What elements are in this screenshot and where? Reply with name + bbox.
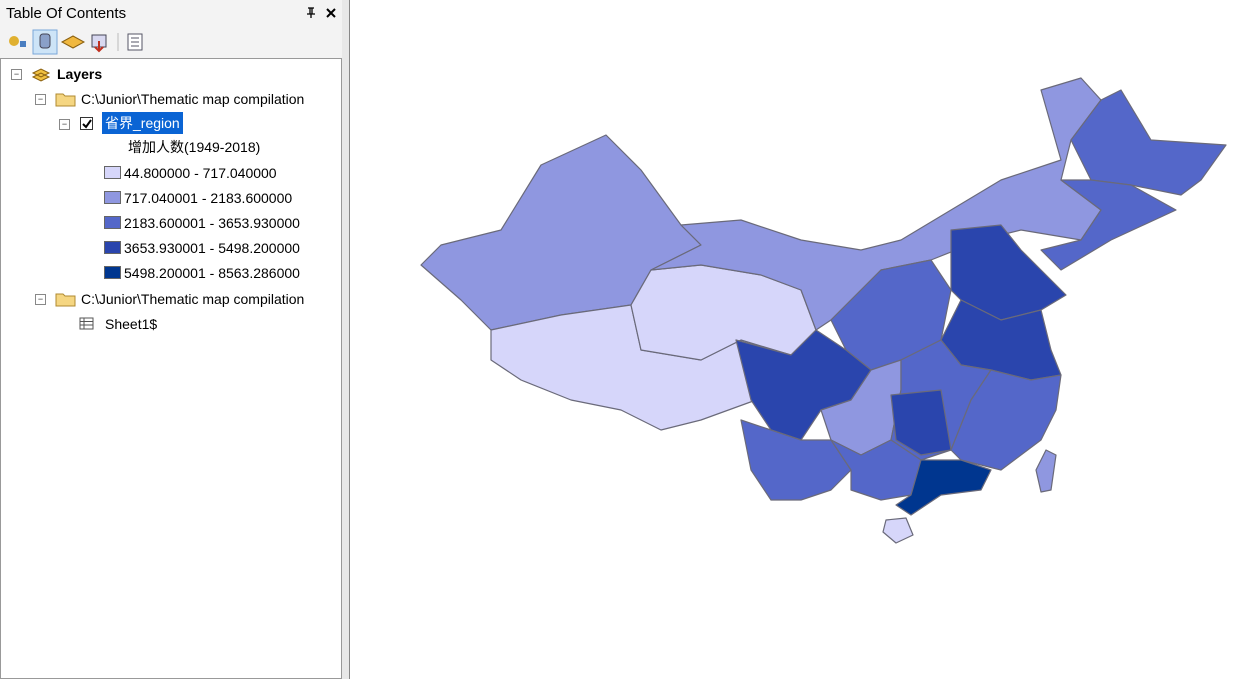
province <box>740 419 852 501</box>
legend-entry: 2183.600001 - 3653.930000 <box>104 212 300 234</box>
legend-entry: 3653.930001 - 5498.200000 <box>104 237 300 259</box>
splitter[interactable] <box>342 0 349 679</box>
province <box>1040 179 1177 271</box>
province <box>950 369 1062 471</box>
layer-checkbox[interactable] <box>79 116 95 132</box>
province <box>882 517 914 544</box>
legend-swatch <box>104 191 121 204</box>
tree-root[interactable]: Layers <box>57 66 103 82</box>
window-buttons[interactable] <box>305 6 339 20</box>
province <box>1070 89 1227 196</box>
group-path[interactable]: C:\Junior\Thematic map compilation <box>81 91 305 107</box>
legend-label: 717.040001 - 2183.600000 <box>124 190 293 206</box>
toolbar <box>0 27 342 59</box>
toc-panel: Table Of Contents − Layers − C:\Junior\T… <box>0 0 342 679</box>
toc-tree: − Layers − C:\Junior\Thematic map compil… <box>0 58 342 679</box>
folder-icon <box>55 293 76 307</box>
province <box>950 224 1067 321</box>
layer-name[interactable]: 省界_region <box>102 112 183 134</box>
legend-swatch <box>104 241 121 254</box>
panel-title: Table Of Contents <box>6 5 127 22</box>
province <box>890 389 952 456</box>
legend-entry: 717.040001 - 2183.600000 <box>104 187 292 209</box>
table-icon <box>79 317 94 330</box>
legend-swatch <box>104 166 121 179</box>
legend-label: 3653.930001 - 5498.200000 <box>124 240 300 256</box>
collapse-toggle[interactable]: − <box>35 94 46 105</box>
group-path[interactable]: C:\Junior\Thematic map compilation <box>81 291 305 307</box>
province <box>1035 449 1057 493</box>
legend-swatch <box>104 266 121 279</box>
toolbar-icons[interactable] <box>0 27 160 58</box>
legend-swatch <box>104 216 121 229</box>
legend-label: 5498.200001 - 8563.286000 <box>124 265 300 281</box>
title-bar: Table Of Contents <box>0 0 342 27</box>
legend-label: 2183.600001 - 3653.930000 <box>124 215 300 231</box>
field-name: 增加人数(1949-2018) <box>128 139 261 155</box>
map-view <box>349 0 1227 679</box>
legend-label: 44.800000 - 717.040000 <box>124 165 277 181</box>
legend-entry: 44.800000 - 717.040000 <box>104 162 277 184</box>
collapse-toggle[interactable]: − <box>35 294 46 305</box>
layers-icon <box>31 68 51 82</box>
folder-icon <box>55 93 76 107</box>
province <box>895 459 992 516</box>
collapse-toggle[interactable]: − <box>11 69 22 80</box>
collapse-toggle[interactable]: − <box>59 119 70 130</box>
table-name[interactable]: Sheet1$ <box>105 316 158 332</box>
legend-entry: 5498.200001 - 8563.286000 <box>104 262 300 284</box>
